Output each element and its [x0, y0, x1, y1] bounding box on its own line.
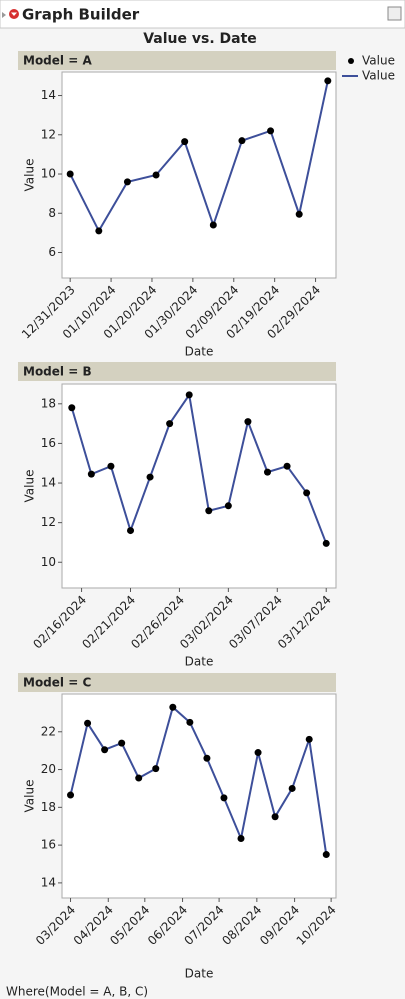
data-point — [152, 765, 160, 773]
y-tick-label: 12 — [41, 127, 56, 141]
menu-arrow — [11, 12, 17, 16]
data-point — [123, 178, 131, 186]
legend-label: Value — [362, 54, 395, 68]
y-tick-label: 10 — [41, 555, 56, 569]
x-tick-label: 03/2024 — [33, 903, 78, 948]
y-axis-label: Value — [23, 780, 37, 813]
chart-title: Value vs. Date — [143, 31, 257, 47]
x-tick-label: 08/2024 — [219, 903, 264, 948]
plot-area — [61, 71, 337, 279]
y-tick-label: 14 — [41, 88, 56, 102]
data-point — [324, 77, 332, 85]
data-point — [169, 703, 177, 711]
legend-label: Value — [362, 69, 395, 83]
data-point — [203, 754, 211, 762]
footer: Where(Model = A, B, C) — [6, 985, 148, 999]
panel-label: Model = A — [23, 54, 92, 68]
data-point — [264, 468, 271, 476]
y-tick-label: 22 — [41, 724, 56, 738]
data-point — [135, 774, 143, 782]
data-point — [118, 739, 126, 747]
data-point — [305, 735, 313, 743]
data-point — [66, 170, 74, 178]
data-point — [271, 813, 279, 821]
data-point — [166, 420, 174, 428]
data-point — [322, 539, 330, 547]
data-point — [127, 527, 134, 535]
data-point — [152, 171, 160, 179]
data-point — [84, 719, 92, 727]
pin-button[interactable] — [387, 6, 402, 21]
data-point — [237, 835, 245, 842]
y-tick-label: 10 — [41, 167, 56, 181]
panel-header — [18, 673, 336, 692]
series-line — [69, 80, 329, 234]
data-point — [288, 784, 296, 792]
y-tick-label: 6 — [48, 245, 56, 259]
y-tick-label: 16 — [41, 436, 56, 450]
y-tick-label: 18 — [41, 800, 56, 814]
series-line — [69, 705, 328, 855]
data-point — [95, 227, 103, 235]
data-point — [205, 507, 213, 515]
data-point — [238, 137, 246, 145]
panel-header — [18, 51, 336, 70]
x-axis-label: Date — [185, 655, 214, 669]
y-tick-label: 18 — [41, 396, 56, 410]
data-point — [87, 470, 95, 478]
data-point — [244, 418, 252, 426]
data-point — [254, 749, 262, 757]
data-point — [209, 221, 217, 229]
y-tick-label: 14 — [41, 476, 56, 490]
data-point — [322, 851, 330, 859]
x-tick-label: 10/2024 — [294, 903, 339, 948]
data-point — [67, 791, 75, 799]
y-tick-label: 20 — [41, 762, 56, 776]
panel-header — [18, 362, 336, 381]
data-point — [303, 489, 311, 497]
y-axis-label: Value — [23, 470, 37, 503]
x-axis-label: Date — [185, 967, 214, 981]
data-point — [224, 502, 232, 510]
data-point — [185, 391, 193, 399]
x-axis-label: Date — [185, 345, 214, 359]
legend-marker — [348, 58, 354, 64]
y-axis-label: Value — [23, 159, 37, 192]
window-title: Graph Builder — [22, 6, 140, 24]
y-tick-label: 12 — [41, 515, 56, 529]
data-point — [186, 718, 194, 726]
x-tick-label: 07/2024 — [182, 903, 227, 948]
data-point — [267, 127, 275, 135]
y-tick-label: 8 — [48, 206, 56, 220]
data-point — [68, 404, 76, 412]
plot-area — [61, 383, 337, 589]
title-bar — [0, 0, 405, 29]
x-tick-label: 05/2024 — [107, 903, 152, 948]
data-point — [220, 794, 228, 802]
x-tick-label: 03/12/2024 — [275, 593, 334, 652]
plot-area — [61, 693, 337, 899]
panel-label: Model = C — [23, 676, 91, 690]
data-point — [146, 473, 154, 481]
data-point — [181, 138, 189, 146]
data-point — [295, 210, 303, 218]
disclosure-icon[interactable] — [2, 12, 6, 18]
data-point — [107, 462, 115, 470]
data-point — [101, 746, 109, 754]
y-tick-label: 16 — [41, 838, 56, 852]
data-point — [283, 462, 291, 470]
y-tick-label: 14 — [41, 875, 56, 889]
panel-label: Model = B — [23, 365, 92, 379]
